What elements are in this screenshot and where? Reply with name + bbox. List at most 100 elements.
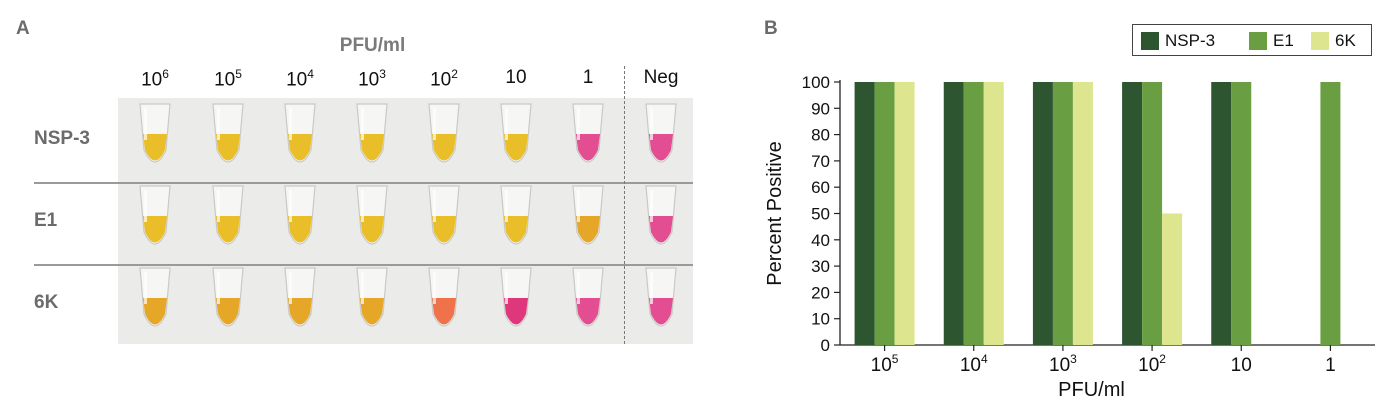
legend-item-e1: E1: [1249, 31, 1294, 51]
tube: [572, 185, 604, 245]
legend-swatch-nsp3: [1141, 32, 1159, 50]
tube-highlight: [144, 190, 147, 222]
y-tick-label: 0: [821, 336, 830, 355]
tube-liquid: [143, 298, 167, 325]
bar-e1: [1320, 82, 1341, 345]
tube: [645, 267, 677, 327]
column-label: 103: [358, 67, 386, 91]
tube-highlight: [217, 272, 220, 304]
y-tick-label: 80: [811, 126, 830, 145]
tube-highlight: [505, 108, 508, 140]
tube: [139, 267, 171, 327]
bar-nsp3: [1032, 82, 1053, 345]
tube: [428, 103, 460, 163]
tube: [645, 103, 677, 163]
tube-liquid: [360, 298, 384, 325]
y-tick-label: 20: [811, 283, 830, 302]
row-label-nsp3: NSP-3: [34, 128, 90, 149]
tube: [139, 103, 171, 163]
tube-liquid: [360, 134, 384, 161]
tube-highlight: [289, 190, 292, 222]
legend-label-e1: E1: [1273, 31, 1294, 50]
column-label: 106: [141, 67, 169, 91]
tube-liquid: [216, 134, 240, 161]
tube-liquid: [288, 134, 312, 161]
bar-6k: [1162, 213, 1183, 345]
tube: [356, 267, 388, 327]
band-separator: [34, 182, 693, 184]
column-label: 1: [582, 67, 594, 88]
tube-highlight: [505, 190, 508, 222]
tube-highlight: [361, 272, 364, 304]
panel-a-letter: A: [16, 18, 30, 39]
tube-liquid: [649, 216, 673, 243]
y-tick-label: 40: [811, 231, 830, 250]
tube-highlight: [433, 108, 436, 140]
column-label: Neg: [643, 67, 679, 88]
x-tick-label: 1: [1325, 355, 1336, 376]
tube-highlight: [217, 108, 220, 140]
tube-liquid: [216, 216, 240, 243]
tube-liquid: [649, 298, 673, 325]
tube: [284, 267, 316, 327]
tube: [212, 267, 244, 327]
tube-highlight: [577, 190, 580, 222]
tube-highlight: [361, 108, 364, 140]
tube: [212, 185, 244, 245]
row-label-e1: E1: [34, 210, 58, 231]
tube-liquid: [288, 298, 312, 325]
x-axis-label: PFU/ml: [1058, 379, 1125, 401]
y-tick-label: 70: [811, 152, 830, 171]
bar-e1: [1052, 82, 1073, 345]
legend-label-6k: 6K: [1335, 31, 1356, 50]
y-tick-label: 60: [811, 178, 830, 197]
tube: [212, 103, 244, 163]
tube: [139, 185, 171, 245]
tube-highlight: [144, 272, 147, 304]
tube-highlight: [289, 108, 292, 140]
tube-liquid: [576, 298, 600, 325]
tube-highlight: [433, 272, 436, 304]
legend-item-6k: 6K: [1311, 31, 1356, 51]
bar-e1: [1142, 82, 1163, 345]
tube-liquid: [504, 134, 528, 161]
tube: [645, 185, 677, 245]
tube: [356, 185, 388, 245]
column-label: 105: [214, 67, 242, 91]
x-tick-label: 105: [871, 352, 899, 376]
tube-liquid: [143, 216, 167, 243]
x-tick-label: 10: [1231, 355, 1252, 376]
tube-highlight: [289, 272, 292, 304]
x-tick-label: 103: [1049, 352, 1077, 376]
tube: [500, 185, 532, 245]
y-axis-label: Percent Positive: [764, 141, 786, 286]
tube-liquid: [432, 134, 456, 161]
bar-e1: [1231, 82, 1252, 345]
column-label: 102: [430, 67, 458, 91]
tube-highlight: [361, 190, 364, 222]
tube: [428, 267, 460, 327]
bar-6k: [894, 82, 915, 345]
tube-highlight: [433, 190, 436, 222]
y-tick-label: 30: [811, 257, 830, 276]
tube-grid: [139, 103, 677, 327]
tube-liquid: [360, 216, 384, 243]
tube-liquid: [432, 298, 456, 325]
band-separator: [34, 264, 693, 266]
bar-nsp3: [943, 82, 964, 345]
tube-highlight: [650, 272, 653, 304]
y-tick-label: 100: [802, 73, 830, 92]
tube: [572, 267, 604, 327]
tube: [572, 103, 604, 163]
legend-swatch-e1: [1249, 32, 1267, 50]
bar-e1: [963, 82, 984, 345]
bar-e1: [874, 82, 895, 345]
tube-liquid: [216, 298, 240, 325]
tube: [284, 185, 316, 245]
tube-highlight: [650, 108, 653, 140]
bar-6k: [1072, 82, 1093, 345]
x-tick-label: 102: [1138, 352, 1166, 376]
tube-highlight: [577, 272, 580, 304]
tube: [500, 267, 532, 327]
